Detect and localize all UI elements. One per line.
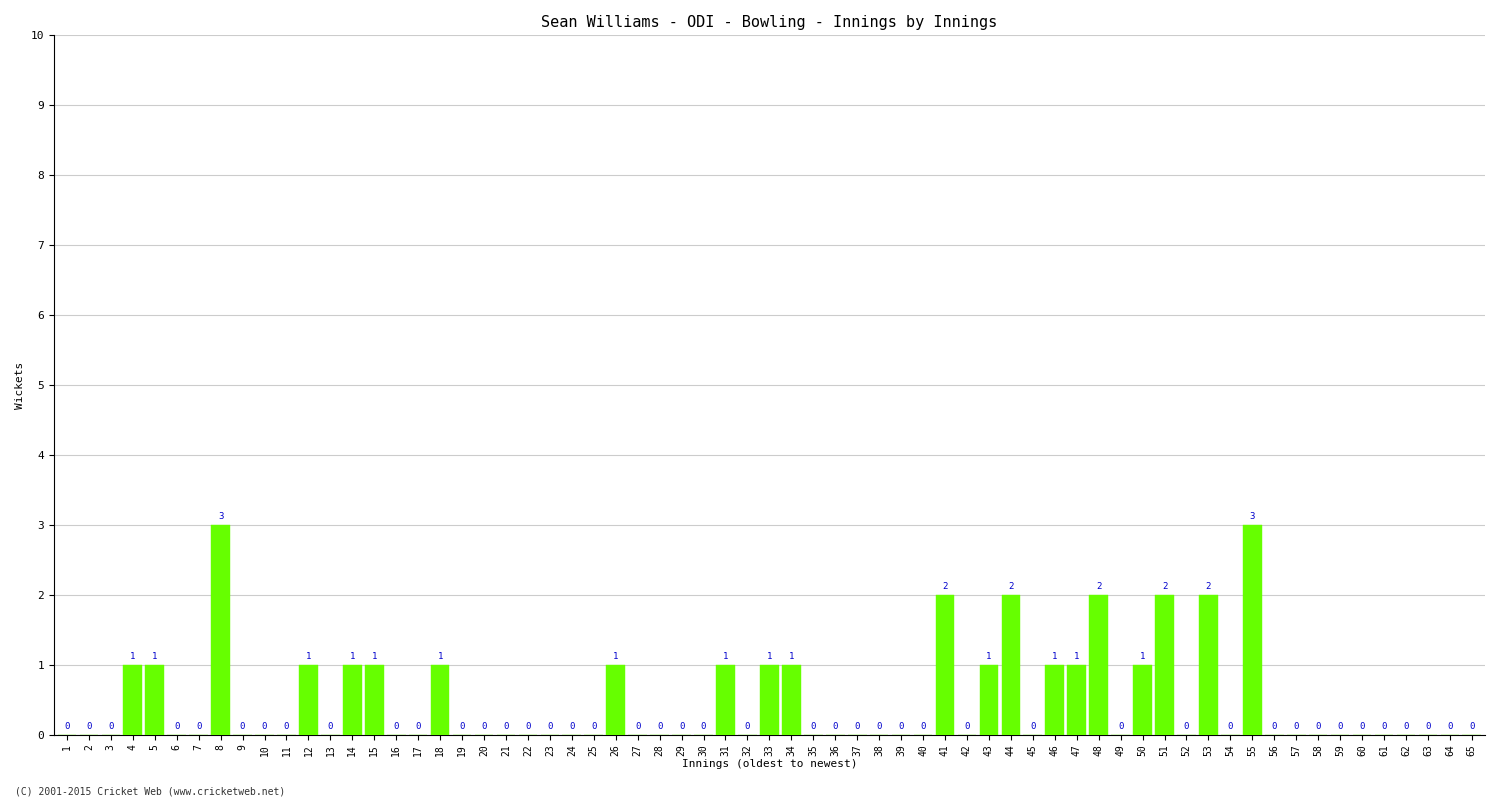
Title: Sean Williams - ODI - Bowling - Innings by Innings: Sean Williams - ODI - Bowling - Innings …: [542, 15, 998, 30]
Text: 0: 0: [64, 722, 69, 731]
Bar: [1068, 665, 1086, 734]
Text: 0: 0: [855, 722, 859, 731]
Text: 0: 0: [262, 722, 267, 731]
Text: 1: 1: [1074, 652, 1080, 662]
Text: 0: 0: [657, 722, 663, 731]
Text: 0: 0: [680, 722, 684, 731]
Text: 0: 0: [876, 722, 882, 731]
Text: 1: 1: [1140, 652, 1144, 662]
Bar: [936, 595, 954, 734]
Text: 0: 0: [568, 722, 574, 731]
Y-axis label: Wickets: Wickets: [15, 362, 26, 409]
Text: 0: 0: [196, 722, 201, 731]
Bar: [298, 665, 318, 734]
Bar: [1089, 595, 1108, 734]
Text: 0: 0: [416, 722, 422, 731]
Text: 0: 0: [240, 722, 244, 731]
Text: 0: 0: [482, 722, 486, 731]
Text: 0: 0: [700, 722, 706, 731]
Bar: [782, 665, 801, 734]
Text: 0: 0: [591, 722, 597, 731]
Bar: [1198, 595, 1218, 734]
Text: 0: 0: [1118, 722, 1124, 731]
Text: 0: 0: [1404, 722, 1408, 731]
Text: 0: 0: [833, 722, 839, 731]
Bar: [1155, 595, 1174, 734]
Text: 0: 0: [1338, 722, 1342, 731]
Text: 1: 1: [614, 652, 618, 662]
Text: 1: 1: [306, 652, 310, 662]
Text: 1: 1: [789, 652, 794, 662]
Text: 2: 2: [1162, 582, 1167, 591]
Text: 0: 0: [1448, 722, 1452, 731]
Text: 0: 0: [108, 722, 114, 731]
Text: 0: 0: [174, 722, 180, 731]
Text: 0: 0: [964, 722, 969, 731]
Text: 0: 0: [86, 722, 92, 731]
Bar: [344, 665, 362, 734]
Bar: [1046, 665, 1064, 734]
Text: 0: 0: [327, 722, 333, 731]
Text: 0: 0: [1382, 722, 1386, 731]
Text: 2: 2: [1206, 582, 1210, 591]
Text: 1: 1: [372, 652, 376, 662]
Text: 2: 2: [1008, 582, 1014, 591]
Text: 0: 0: [746, 722, 750, 731]
Text: 0: 0: [1293, 722, 1299, 731]
Text: 1: 1: [130, 652, 135, 662]
Text: 1: 1: [438, 652, 442, 662]
Text: 3: 3: [1250, 513, 1256, 522]
Bar: [980, 665, 998, 734]
Text: 0: 0: [1030, 722, 1035, 731]
Text: 0: 0: [1272, 722, 1276, 731]
Text: 0: 0: [898, 722, 904, 731]
Text: 0: 0: [1227, 722, 1233, 731]
Bar: [146, 665, 164, 734]
Text: 1: 1: [766, 652, 772, 662]
Text: 0: 0: [634, 722, 640, 731]
Bar: [430, 665, 450, 734]
Bar: [1002, 595, 1020, 734]
Text: 0: 0: [1468, 722, 1474, 731]
Text: (C) 2001-2015 Cricket Web (www.cricketweb.net): (C) 2001-2015 Cricket Web (www.cricketwe…: [15, 786, 285, 796]
Text: 2: 2: [1096, 582, 1101, 591]
Text: 0: 0: [1316, 722, 1322, 731]
Text: 0: 0: [284, 722, 290, 731]
Text: 1: 1: [152, 652, 157, 662]
Text: 0: 0: [921, 722, 926, 731]
Text: 0: 0: [504, 722, 509, 731]
Text: 0: 0: [1359, 722, 1365, 731]
Bar: [1132, 665, 1152, 734]
Text: 1: 1: [1052, 652, 1058, 662]
Text: 0: 0: [459, 722, 465, 731]
Bar: [211, 525, 230, 734]
Text: 2: 2: [942, 582, 948, 591]
Bar: [364, 665, 384, 734]
Bar: [606, 665, 625, 734]
Bar: [760, 665, 778, 734]
Bar: [1244, 525, 1262, 734]
Bar: [716, 665, 735, 734]
Text: 0: 0: [525, 722, 531, 731]
Text: 0: 0: [810, 722, 816, 731]
Text: 1: 1: [723, 652, 728, 662]
Text: 0: 0: [1184, 722, 1190, 731]
Text: 0: 0: [1425, 722, 1431, 731]
X-axis label: Innings (oldest to newest): Innings (oldest to newest): [681, 759, 856, 769]
Text: 1: 1: [986, 652, 992, 662]
Text: 0: 0: [393, 722, 399, 731]
Text: 1: 1: [350, 652, 355, 662]
Bar: [123, 665, 142, 734]
Text: 0: 0: [548, 722, 552, 731]
Text: 3: 3: [217, 513, 223, 522]
